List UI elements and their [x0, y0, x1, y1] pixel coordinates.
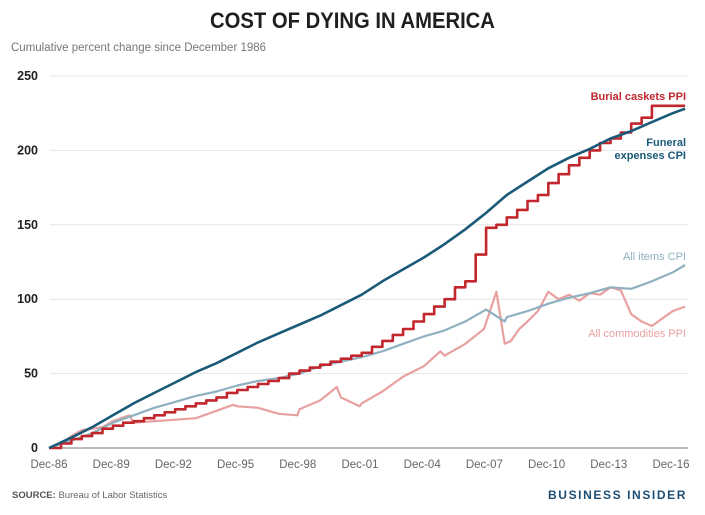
- y-tick-label: 250: [17, 69, 38, 83]
- chart-subtitle: Cumulative percent change since December…: [11, 42, 267, 54]
- series-line-funeral-expenses-cpi: [48, 107, 686, 450]
- series-line-burial-caskets-ppi: [49, 104, 686, 450]
- series-lines: [48, 104, 686, 450]
- chart-title: COST OF DYING IN AMERICA: [210, 8, 495, 33]
- y-tick-label: 0: [31, 441, 38, 455]
- x-tick-label: Dec-89: [93, 459, 130, 471]
- series-line-all-commodities-ppi: [48, 286, 686, 450]
- y-tick-label: 50: [24, 367, 38, 381]
- y-tick-label: 200: [17, 143, 38, 157]
- x-tick-label: Dec-95: [217, 459, 254, 471]
- label-all-commodities-ppi: All commodities PPI: [588, 328, 686, 340]
- series-labels: Burial caskets PPI Funeral expenses CPI …: [588, 91, 686, 340]
- x-axis-ticks: Dec-86 Dec-89 Dec-92 Dec-95 Dec-98 Dec-01 Dec-…: [30, 459, 689, 471]
- y-axis-ticks: 0 50 100 150 200 250: [17, 69, 38, 455]
- x-tick-label: Dec-13: [590, 459, 627, 471]
- x-tick-label: Dec-10: [528, 459, 565, 471]
- x-tick-label: Dec-16: [652, 459, 689, 471]
- series-line-all-items-cpi: [48, 264, 686, 450]
- x-tick-label: Dec-04: [404, 459, 442, 471]
- gridlines: [50, 75, 688, 449]
- brand-logo: BUSINESS INSIDER: [548, 488, 687, 502]
- label-funeral-line2: expenses CPI: [614, 150, 686, 162]
- label-burial-caskets: Burial caskets PPI: [591, 91, 686, 103]
- source-note: SOURCE: Bureau of Labor Statistics: [12, 490, 167, 501]
- label-all-items-cpi: All items CPI: [623, 251, 686, 263]
- x-tick-label: Dec-92: [155, 459, 192, 471]
- y-tick-label: 150: [17, 218, 38, 232]
- x-tick-label: Dec-98: [279, 459, 316, 471]
- source-label: SOURCE:: [12, 490, 56, 501]
- x-tick-label: Dec-01: [341, 459, 378, 471]
- label-funeral-line1: Funeral: [646, 137, 686, 149]
- x-tick-label: Dec-86: [30, 459, 67, 471]
- x-tick-label: Dec-07: [466, 459, 503, 471]
- y-tick-label: 100: [17, 292, 38, 306]
- source-text: Bureau of Labor Statistics: [58, 490, 168, 501]
